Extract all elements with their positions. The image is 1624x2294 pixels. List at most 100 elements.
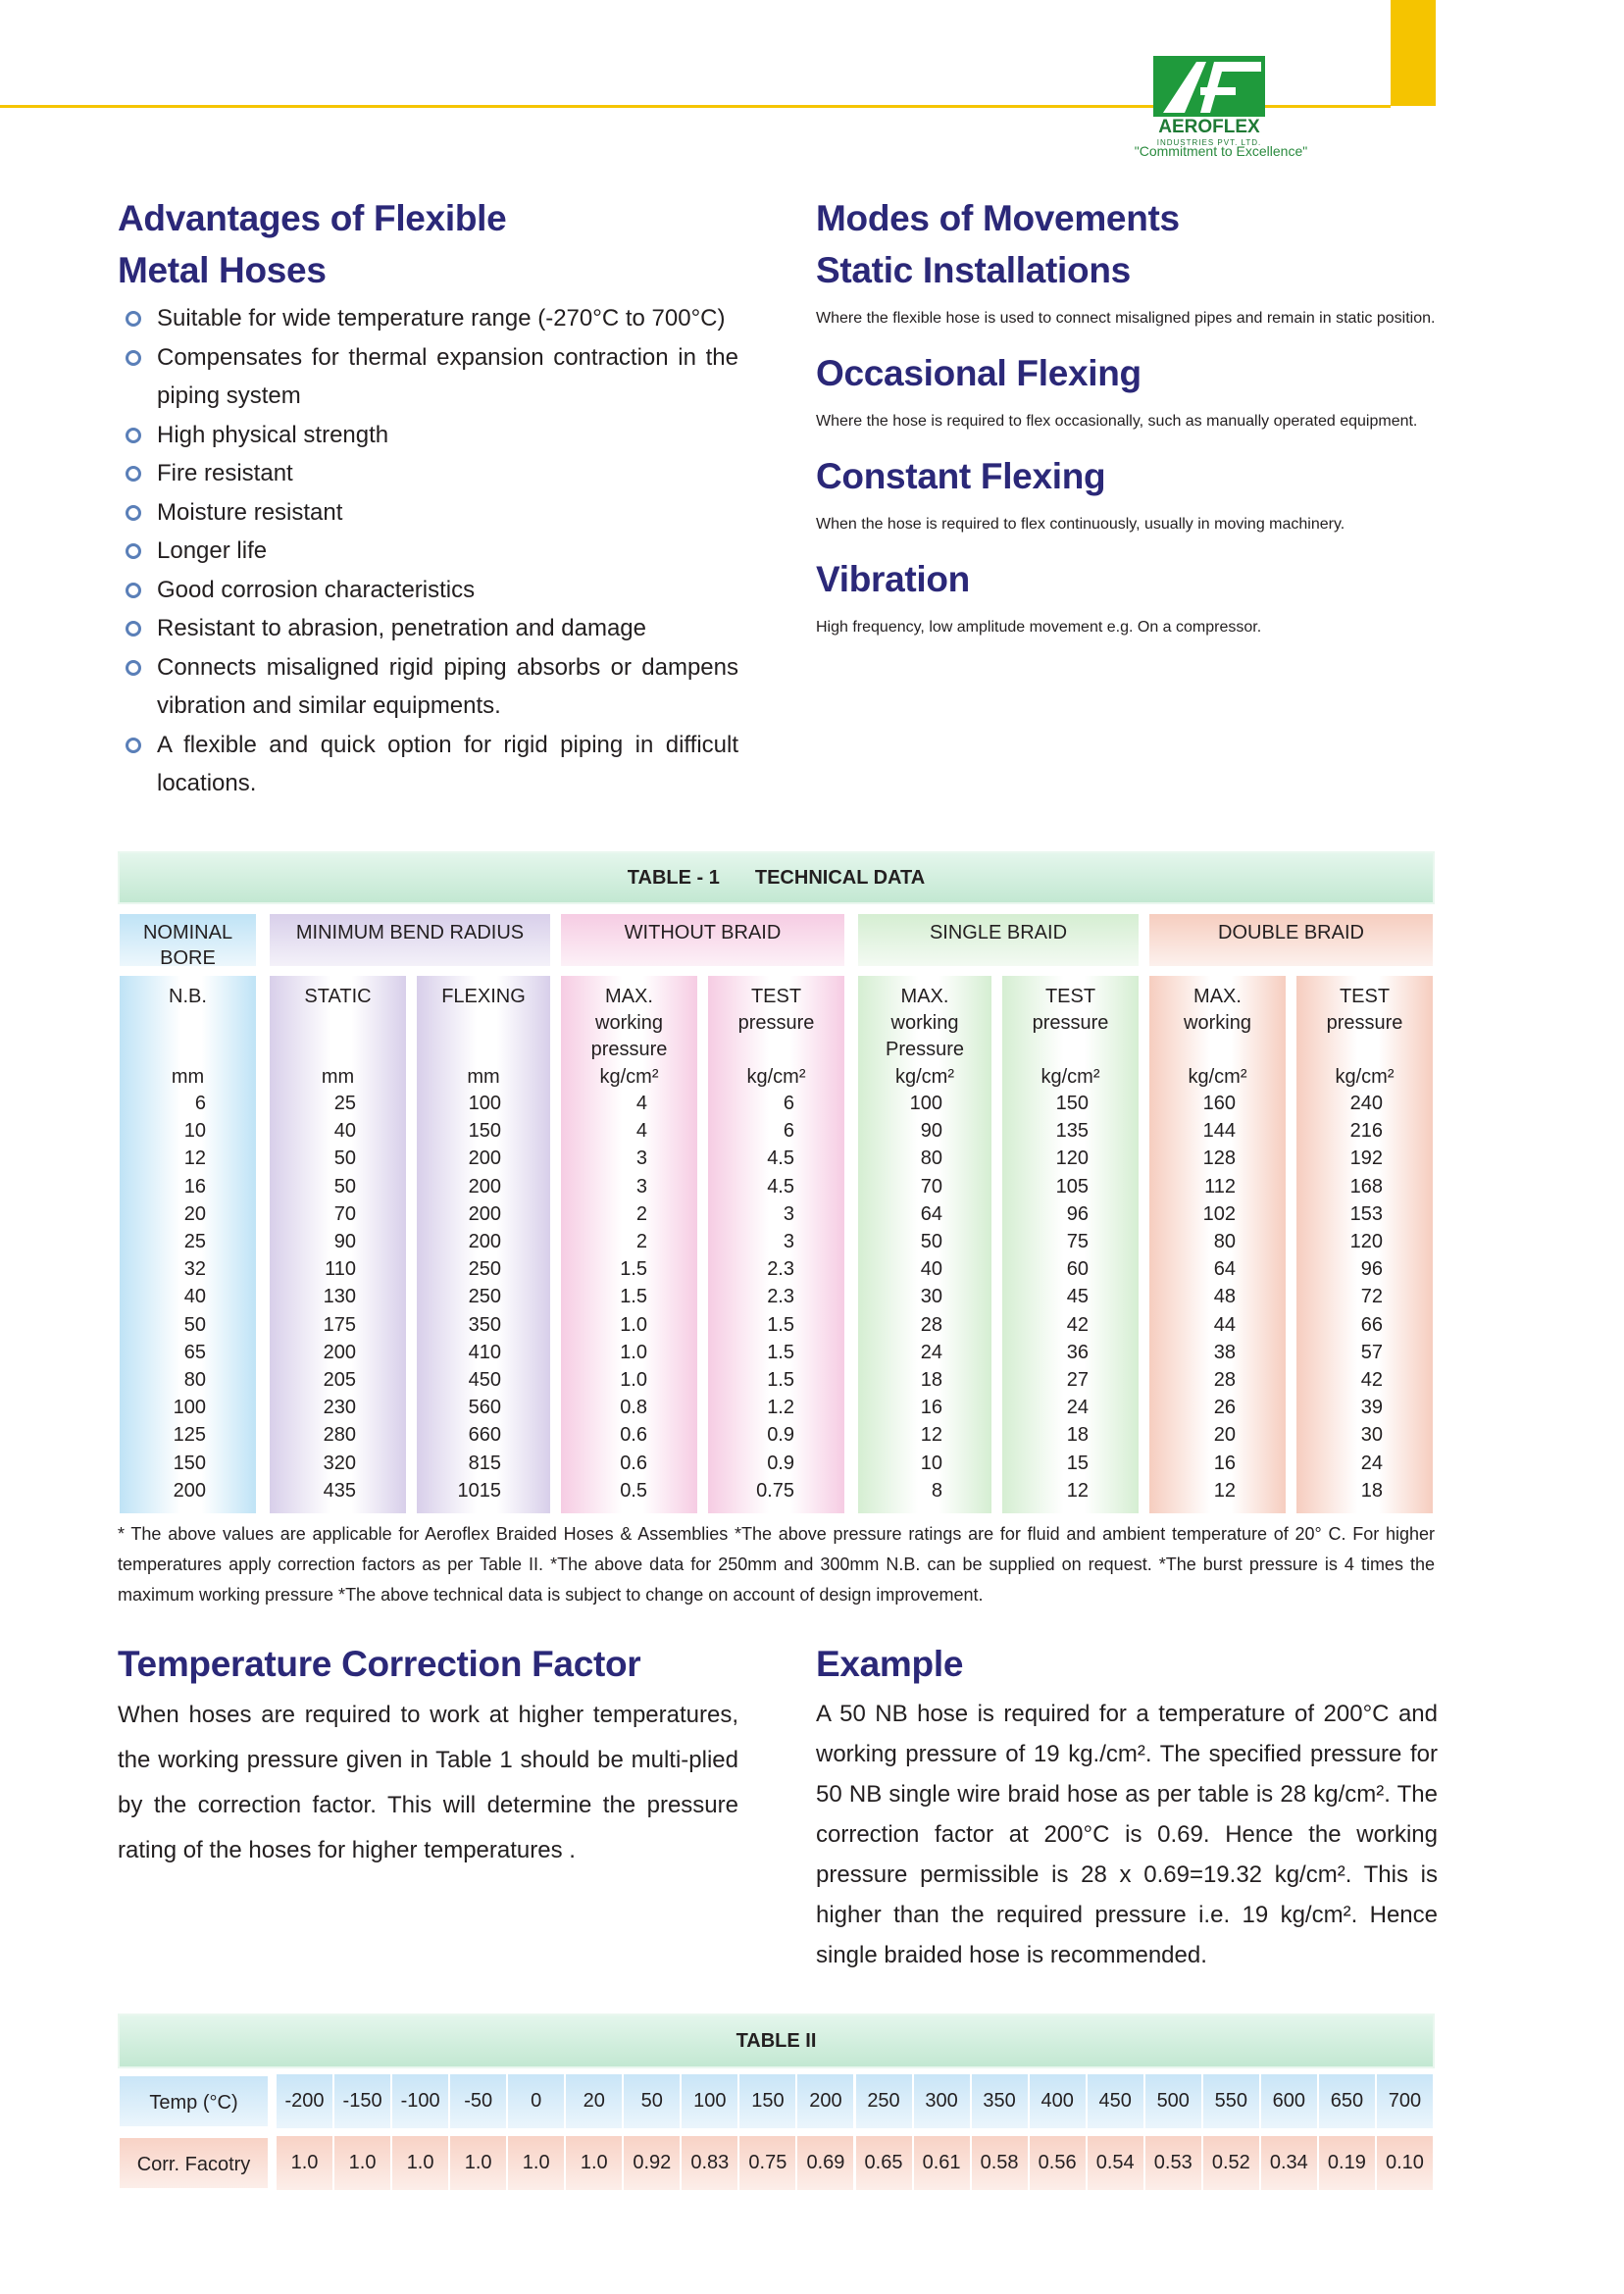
paragraph: When hoses are required to work at highe…: [118, 1702, 738, 1863]
logo-mark: [1163, 62, 1261, 113]
table-cell: 0.52: [1202, 2136, 1261, 2190]
table-cell: 3: [783, 1202, 794, 1225]
paragraph: Where the hose is required to flex occas…: [816, 413, 1418, 430]
table-cell: 200: [797, 2074, 856, 2128]
table-cell: 25: [183, 1231, 206, 1252]
table-cell: 0.75: [756, 1479, 794, 1502]
group-header: NOMINAL BORE: [118, 912, 258, 969]
table-cell: 100: [682, 2074, 740, 2128]
table-cell: 2: [635, 1202, 647, 1225]
table-cell: 0.6: [620, 1424, 647, 1447]
paragraph: Where the flexible hose is used to conne…: [816, 310, 1436, 327]
column-header: pressure: [590, 1039, 668, 1060]
table-cell: 100: [173, 1397, 206, 1419]
table-cell: 112: [1204, 1175, 1236, 1198]
tagline: "Commitment to Excellence": [1134, 143, 1308, 159]
list-item: Suitable for wide temperature range (-27…: [118, 299, 738, 338]
table-cell: 450: [468, 1369, 501, 1391]
table-cell: 1.5: [620, 1258, 647, 1281]
table-cell: 1.5: [767, 1341, 794, 1363]
table-cell: 80: [1213, 1231, 1236, 1252]
table-cell: 0.8: [620, 1397, 647, 1419]
table-cell: 4: [635, 1120, 647, 1143]
table-cell: 18: [1066, 1424, 1089, 1447]
table-cell: 150: [468, 1120, 501, 1143]
table-cell: 0.75: [739, 2136, 798, 2190]
column-unit: kg/cm²: [1040, 1066, 1100, 1088]
subsection-title: Occasional Flexing: [816, 353, 1142, 393]
table-cell: 39: [1360, 1397, 1383, 1419]
list-item: Resistant to abrasion, penetration and d…: [118, 609, 738, 648]
table-cell: 400: [1029, 2074, 1088, 2128]
table-cell: 200: [468, 1202, 501, 1225]
table-cell: 0.9: [767, 1424, 794, 1447]
table-cell: 175: [323, 1313, 356, 1336]
table-cell: 28: [1213, 1369, 1236, 1391]
table-cell: 1.2: [767, 1397, 794, 1419]
table-cell: 72: [1360, 1286, 1383, 1308]
table-cell: 40: [183, 1286, 206, 1308]
table-cell: 2: [635, 1231, 647, 1252]
table-cell: 320: [323, 1452, 356, 1474]
table-cell: 160: [1202, 1093, 1236, 1114]
top-rule: [0, 105, 1391, 108]
table-cell: 200: [173, 1479, 206, 1502]
paragraph: High frequency, low amplitude movement e…: [816, 619, 1262, 636]
table-cell: 3: [635, 1147, 647, 1170]
group-header: DOUBLE BRAID: [1147, 912, 1435, 968]
table-cell: 10: [183, 1120, 206, 1143]
table-cell: 0.5: [620, 1479, 647, 1502]
column-header: FLEXING: [441, 986, 526, 1007]
table-column: N.B. mm 6 10 12 16 20 25 32 40 50 65 80 100 125 150 200: [118, 974, 258, 1515]
table-cell: 80: [183, 1369, 206, 1391]
logo-subtext: INDUSTRIES PVT. LTD.: [1157, 138, 1262, 147]
table-notes: * The above values are applicable for Ae…: [118, 1524, 1435, 1605]
table-cell: 350: [468, 1313, 501, 1336]
table-cell: 45: [1066, 1286, 1089, 1308]
table-cell: 168: [1349, 1175, 1383, 1198]
column-header: MAX.: [900, 986, 949, 1007]
column-unit: mm: [321, 1066, 355, 1088]
column-header: Pressure: [885, 1039, 965, 1060]
column-unit: kg/cm²: [746, 1066, 806, 1088]
section-title: Metal Hoses: [118, 250, 327, 290]
table-cell: 60: [1066, 1258, 1089, 1281]
paragraph: When the hose is required to flex contin…: [816, 516, 1345, 533]
table-cell: 1.5: [620, 1286, 647, 1308]
table-cell: 42: [1360, 1369, 1383, 1391]
table-cell: 75: [1066, 1231, 1089, 1252]
list-item: Compensates for thermal expansion contra…: [118, 338, 738, 416]
column-header: working: [1184, 1012, 1251, 1034]
table-cell: 435: [323, 1479, 356, 1502]
table-cell: 350: [971, 2074, 1030, 2128]
table-cell: 815: [468, 1452, 501, 1474]
table-column: TEST pressure kg/cm² 240 216 192 168 153 120 96 72…: [1294, 974, 1435, 1515]
section-title: Advantages of Flexible: [118, 198, 507, 238]
table-cell: 70: [920, 1175, 942, 1198]
table-cell: 30: [920, 1286, 942, 1308]
table-cell: 1.0: [334, 2136, 393, 2190]
list-item: Moisture resistant: [118, 493, 738, 533]
table-cell: 12: [1213, 1479, 1236, 1502]
table-cell: 64: [1213, 1258, 1236, 1281]
table-cell: 125: [173, 1424, 206, 1447]
table-cell: 700: [1376, 2074, 1435, 2128]
table-cell: 130: [323, 1286, 356, 1308]
group-header: MINIMUM BEND RADIUS: [268, 912, 552, 968]
row-label: Temp (°C): [118, 2074, 270, 2128]
column-unit: mm: [171, 1066, 205, 1088]
table-cell: 200: [323, 1341, 356, 1363]
table-cell: 0.56: [1029, 2136, 1088, 2190]
table-cell: 96: [1066, 1202, 1089, 1225]
column-header: pressure: [1032, 1012, 1109, 1034]
paragraph: A 50 NB hose is required for a temperatu…: [816, 1701, 1438, 1968]
table-cell: 20: [566, 2074, 625, 2128]
table-cell: 6: [783, 1093, 794, 1114]
table-cell: 0.65: [855, 2136, 914, 2190]
table-cell: 280: [323, 1424, 356, 1447]
table-cell: 65: [183, 1341, 206, 1363]
table-cell: 18: [1360, 1479, 1383, 1502]
table-cell: 200: [468, 1147, 501, 1170]
table-cell: 27: [1066, 1369, 1089, 1391]
